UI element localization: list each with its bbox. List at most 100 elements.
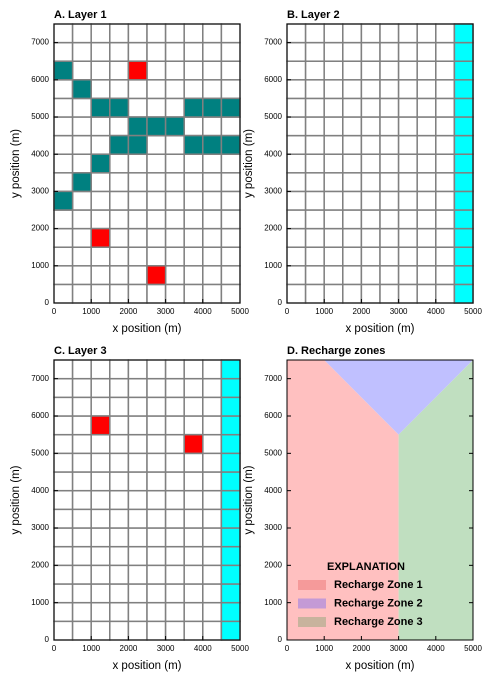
grid-cell bbox=[109, 41, 130, 62]
grid-cell bbox=[127, 564, 148, 585]
grid-cell bbox=[164, 209, 185, 230]
y-tick-label: 6000 bbox=[31, 411, 49, 420]
grid-cell bbox=[164, 134, 185, 155]
grid-cell bbox=[146, 508, 167, 529]
x-tick-label: 4000 bbox=[427, 307, 445, 316]
grid-cell bbox=[53, 601, 74, 623]
cell bbox=[220, 433, 241, 455]
legend-swatch bbox=[298, 617, 326, 627]
grid-cell bbox=[71, 97, 92, 118]
grid-cell bbox=[183, 489, 204, 511]
subplot: A. Layer 1 0 1000 2000 3000 4000 5000 0 1000 2000… bbox=[10, 9, 249, 335]
grid-cell bbox=[323, 116, 344, 137]
grid-cell bbox=[360, 97, 381, 118]
grid-cell bbox=[183, 471, 204, 492]
cell bbox=[220, 134, 241, 155]
grid-cell bbox=[146, 23, 167, 44]
grid-cell bbox=[146, 396, 167, 417]
grid-cell bbox=[53, 508, 74, 529]
y-tick-label: 1000 bbox=[264, 261, 282, 270]
grid-cell bbox=[183, 209, 204, 230]
grid-cell bbox=[53, 283, 74, 304]
grid-cell bbox=[286, 227, 307, 248]
x-axis-label: x position (m) bbox=[345, 323, 414, 335]
grid-cell bbox=[127, 452, 148, 473]
grid-cell bbox=[183, 265, 204, 286]
grid-cell bbox=[202, 79, 223, 100]
grid-cell bbox=[304, 23, 325, 44]
cell bbox=[220, 471, 241, 492]
grid-cell bbox=[109, 79, 130, 100]
grid-cell bbox=[323, 190, 344, 211]
grid-cell bbox=[71, 545, 92, 567]
grid-cell bbox=[146, 545, 167, 567]
grid-cell bbox=[90, 23, 111, 44]
x-tick-label: 3000 bbox=[390, 307, 408, 316]
grid-cell bbox=[286, 283, 307, 304]
x-tick-label: 5000 bbox=[231, 307, 249, 316]
grid-cell bbox=[53, 377, 74, 399]
grid-cell bbox=[146, 620, 167, 641]
grid-cell bbox=[379, 246, 400, 267]
grid-cell bbox=[286, 190, 307, 211]
grid-cell bbox=[90, 620, 111, 641]
grid-cell bbox=[164, 377, 185, 399]
grid-cell bbox=[416, 172, 437, 193]
grid-cell bbox=[416, 246, 437, 267]
grid-cell bbox=[323, 265, 344, 286]
grid-cell bbox=[71, 527, 92, 548]
grid-cell bbox=[202, 190, 223, 211]
subplot: B. Layer 2 0 1000 2000 3000 4000 5000 0 1000 2000… bbox=[243, 9, 482, 335]
grid-cell bbox=[183, 41, 204, 62]
grid-cell bbox=[71, 246, 92, 267]
grid-cell bbox=[183, 601, 204, 623]
grid-cell bbox=[379, 172, 400, 193]
zone bbox=[324, 360, 473, 435]
x-tick-label: 3000 bbox=[157, 307, 175, 316]
y-tick-label: 2000 bbox=[31, 224, 49, 233]
x-tick-label: 0 bbox=[52, 644, 57, 653]
cell bbox=[220, 601, 241, 623]
grid-cell bbox=[90, 452, 111, 473]
grid-cell bbox=[323, 41, 344, 62]
grid-cell bbox=[90, 116, 111, 137]
grid-cell bbox=[164, 190, 185, 211]
grid-cell bbox=[71, 227, 92, 248]
grid-cell bbox=[416, 283, 437, 304]
grid-cell bbox=[164, 545, 185, 567]
x-tick-label: 5000 bbox=[464, 307, 482, 316]
plot-frame bbox=[53, 359, 241, 641]
grid-cell bbox=[304, 41, 325, 62]
grid-cell bbox=[71, 153, 92, 174]
grid-cell bbox=[323, 227, 344, 248]
cell bbox=[220, 489, 241, 511]
cell bbox=[90, 227, 111, 248]
grid-cell bbox=[397, 116, 418, 137]
grid-cell bbox=[164, 359, 185, 380]
grid-cell bbox=[109, 508, 130, 529]
grid-cell bbox=[304, 265, 325, 286]
grid-cell bbox=[342, 172, 363, 193]
grid-cell bbox=[183, 190, 204, 211]
grid-cell bbox=[109, 415, 130, 436]
grid-cell bbox=[90, 246, 111, 267]
grid-cell bbox=[435, 153, 456, 174]
grid-cell bbox=[220, 209, 241, 230]
grid-cell bbox=[164, 227, 185, 248]
grid-cell bbox=[71, 377, 92, 399]
grid-cell bbox=[164, 23, 185, 44]
cell bbox=[453, 116, 474, 137]
cell bbox=[453, 283, 474, 304]
cell bbox=[183, 134, 204, 155]
grid-cell bbox=[71, 583, 92, 604]
cell bbox=[90, 97, 111, 118]
grid-cell bbox=[323, 60, 344, 81]
grid-cell bbox=[379, 153, 400, 174]
grid-cell bbox=[146, 283, 167, 304]
grid-cell bbox=[146, 564, 167, 585]
grid-cell bbox=[71, 283, 92, 304]
cell bbox=[127, 116, 148, 137]
subplot: D. Recharge zones EXPLANATION Recharge Zon… bbox=[243, 345, 482, 672]
y-tick-label: 0 bbox=[278, 635, 283, 644]
